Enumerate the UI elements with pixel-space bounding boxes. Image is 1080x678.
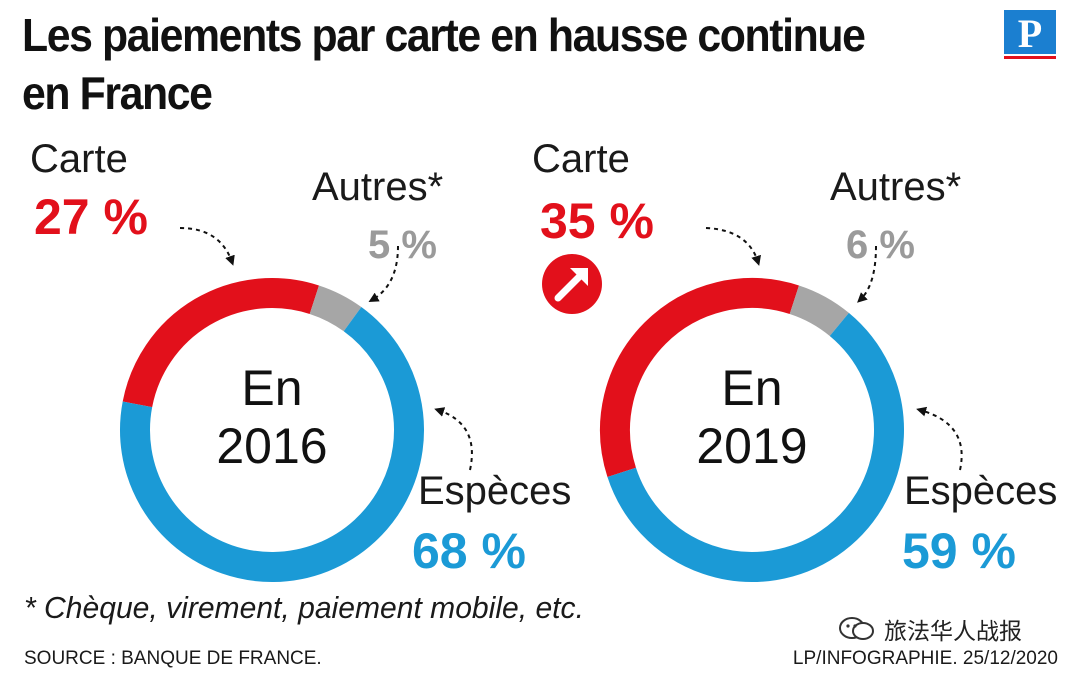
label-2019-autres-value: 6 % — [846, 223, 915, 267]
slice-2016-autres — [309, 285, 362, 332]
logo-letter: P — [1018, 11, 1042, 56]
pointer-2016-carte — [179, 227, 235, 266]
label-2016-carte-value: 27 % — [34, 189, 148, 245]
chart-title: Les paiements par carte en hausse contin… — [22, 9, 866, 119]
label-2016-autres-name: Autres* — [312, 165, 443, 209]
donut-2019: En 2019 Carte 35 % Autres* 6 % Espèces 5… — [532, 137, 1057, 582]
footnote: * Chèque, virement, paiement mobile, etc… — [24, 590, 584, 625]
slice-2016-especes — [120, 307, 424, 582]
center-label-2016-line1: En — [241, 360, 302, 416]
pointer-2019-carte — [705, 227, 761, 266]
label-2016-autres-value: 5 % — [368, 223, 437, 267]
label-2016-especes-name: Espèces — [418, 469, 571, 513]
up-right-arrow-icon — [542, 254, 602, 314]
pointer-2016-autres — [368, 245, 399, 303]
slice-2019-carte — [600, 278, 799, 477]
label-2019-carte-name: Carte — [532, 137, 630, 181]
le-parisien-logo: P — [1004, 10, 1056, 59]
pointer-2019-especes — [916, 406, 963, 471]
wechat-search-icon — [839, 617, 874, 640]
center-label-2016-line2: 2016 — [216, 418, 327, 474]
label-2016-especes-value: 68 % — [412, 523, 526, 579]
watermark-text: 旅法华人战报 — [884, 619, 1022, 645]
center-label-2019-line1: En — [721, 360, 782, 416]
slice-2019-especes — [607, 312, 904, 582]
pointer-2019-autres — [857, 245, 877, 303]
label-2016-carte-name: Carte — [30, 137, 128, 181]
label-2019-autres-name: Autres* — [830, 165, 961, 209]
label-2019-especes-value: 59 % — [902, 523, 1016, 579]
wechat-watermark: 旅法华人战报 — [838, 612, 1022, 646]
slice-2019-autres — [789, 285, 849, 337]
center-label-2019-line2: 2019 — [696, 418, 807, 474]
slice-2016-carte — [122, 278, 319, 408]
label-2019-carte-value: 35 % — [540, 193, 654, 249]
credit-note: LP/INFOGRAPHIE. 25/12/2020 — [792, 648, 1058, 669]
label-2019-especes-name: Espèces — [904, 469, 1057, 513]
source-note: SOURCE : BANQUE DE FRANCE. — [24, 648, 322, 669]
donut-2016: En 2016 Carte 27 % Autres* 5 % Espèces 6… — [30, 137, 571, 582]
pointer-2016-especes — [434, 407, 473, 471]
